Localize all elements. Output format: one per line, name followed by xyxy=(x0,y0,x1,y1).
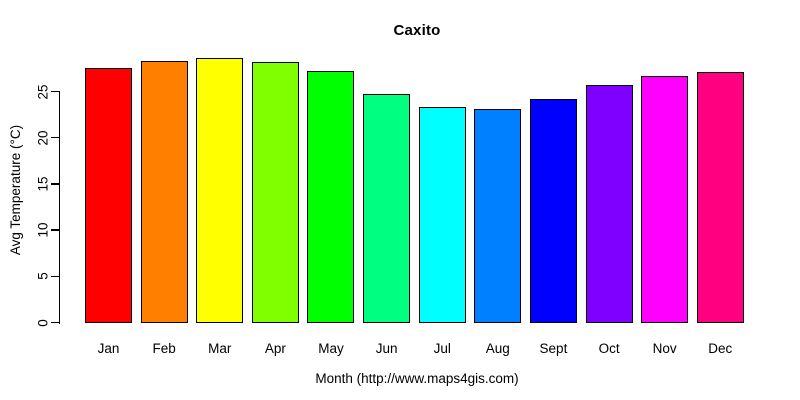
y-tick-label-10: 10 xyxy=(35,222,51,238)
x-tick-label-apr: Apr xyxy=(264,341,286,356)
x-tick-label-mar: Mar xyxy=(208,341,232,356)
bar-mar xyxy=(196,58,244,323)
bar-jun xyxy=(363,94,411,323)
bar-sept xyxy=(529,98,577,323)
x-tick-label-jun: Jun xyxy=(375,341,398,356)
y-tick-label-20: 20 xyxy=(35,130,51,146)
y-tick-label-15: 15 xyxy=(35,176,51,192)
x-tick-label-nov: Nov xyxy=(652,341,677,356)
bar-may xyxy=(307,71,355,323)
bar-oct xyxy=(585,85,633,323)
x-tick-label-dec: Dec xyxy=(708,341,733,356)
y-tick-label-0: 0 xyxy=(35,318,51,327)
y-tick-label-25: 25 xyxy=(35,83,51,100)
bar-feb xyxy=(140,60,188,323)
bar-aug xyxy=(474,109,522,323)
y-tick-mark-20 xyxy=(50,136,59,139)
bar-nov xyxy=(641,75,689,323)
y-tick-mark-0 xyxy=(50,321,59,324)
y-tick-mark-25 xyxy=(50,90,59,93)
y-tick-mark-5 xyxy=(50,275,59,278)
x-tick-label-may: May xyxy=(318,341,344,356)
x-tick-label-jan: Jan xyxy=(97,341,120,356)
x-tick-label-oct: Oct xyxy=(598,341,620,356)
bar-apr xyxy=(251,61,299,323)
x-tick-label-sept: Sept xyxy=(539,341,568,356)
y-axis-line xyxy=(58,91,60,324)
chart-title: Caxito xyxy=(393,22,441,39)
bar-dec xyxy=(696,72,744,323)
y-axis-title: Avg Temperature (°C) xyxy=(8,124,23,256)
x-axis-title: Month (http://www.maps4gis.com) xyxy=(315,371,519,386)
bar-jan xyxy=(85,68,132,323)
y-tick-label-5: 5 xyxy=(35,272,51,281)
y-tick-mark-10 xyxy=(50,229,59,231)
x-tick-label-jul: Jul xyxy=(433,341,451,356)
x-tick-label-aug: Aug xyxy=(485,341,510,356)
x-tick-label-feb: Feb xyxy=(152,341,176,356)
y-tick-mark-15 xyxy=(50,183,59,185)
bar-jul xyxy=(418,107,466,323)
